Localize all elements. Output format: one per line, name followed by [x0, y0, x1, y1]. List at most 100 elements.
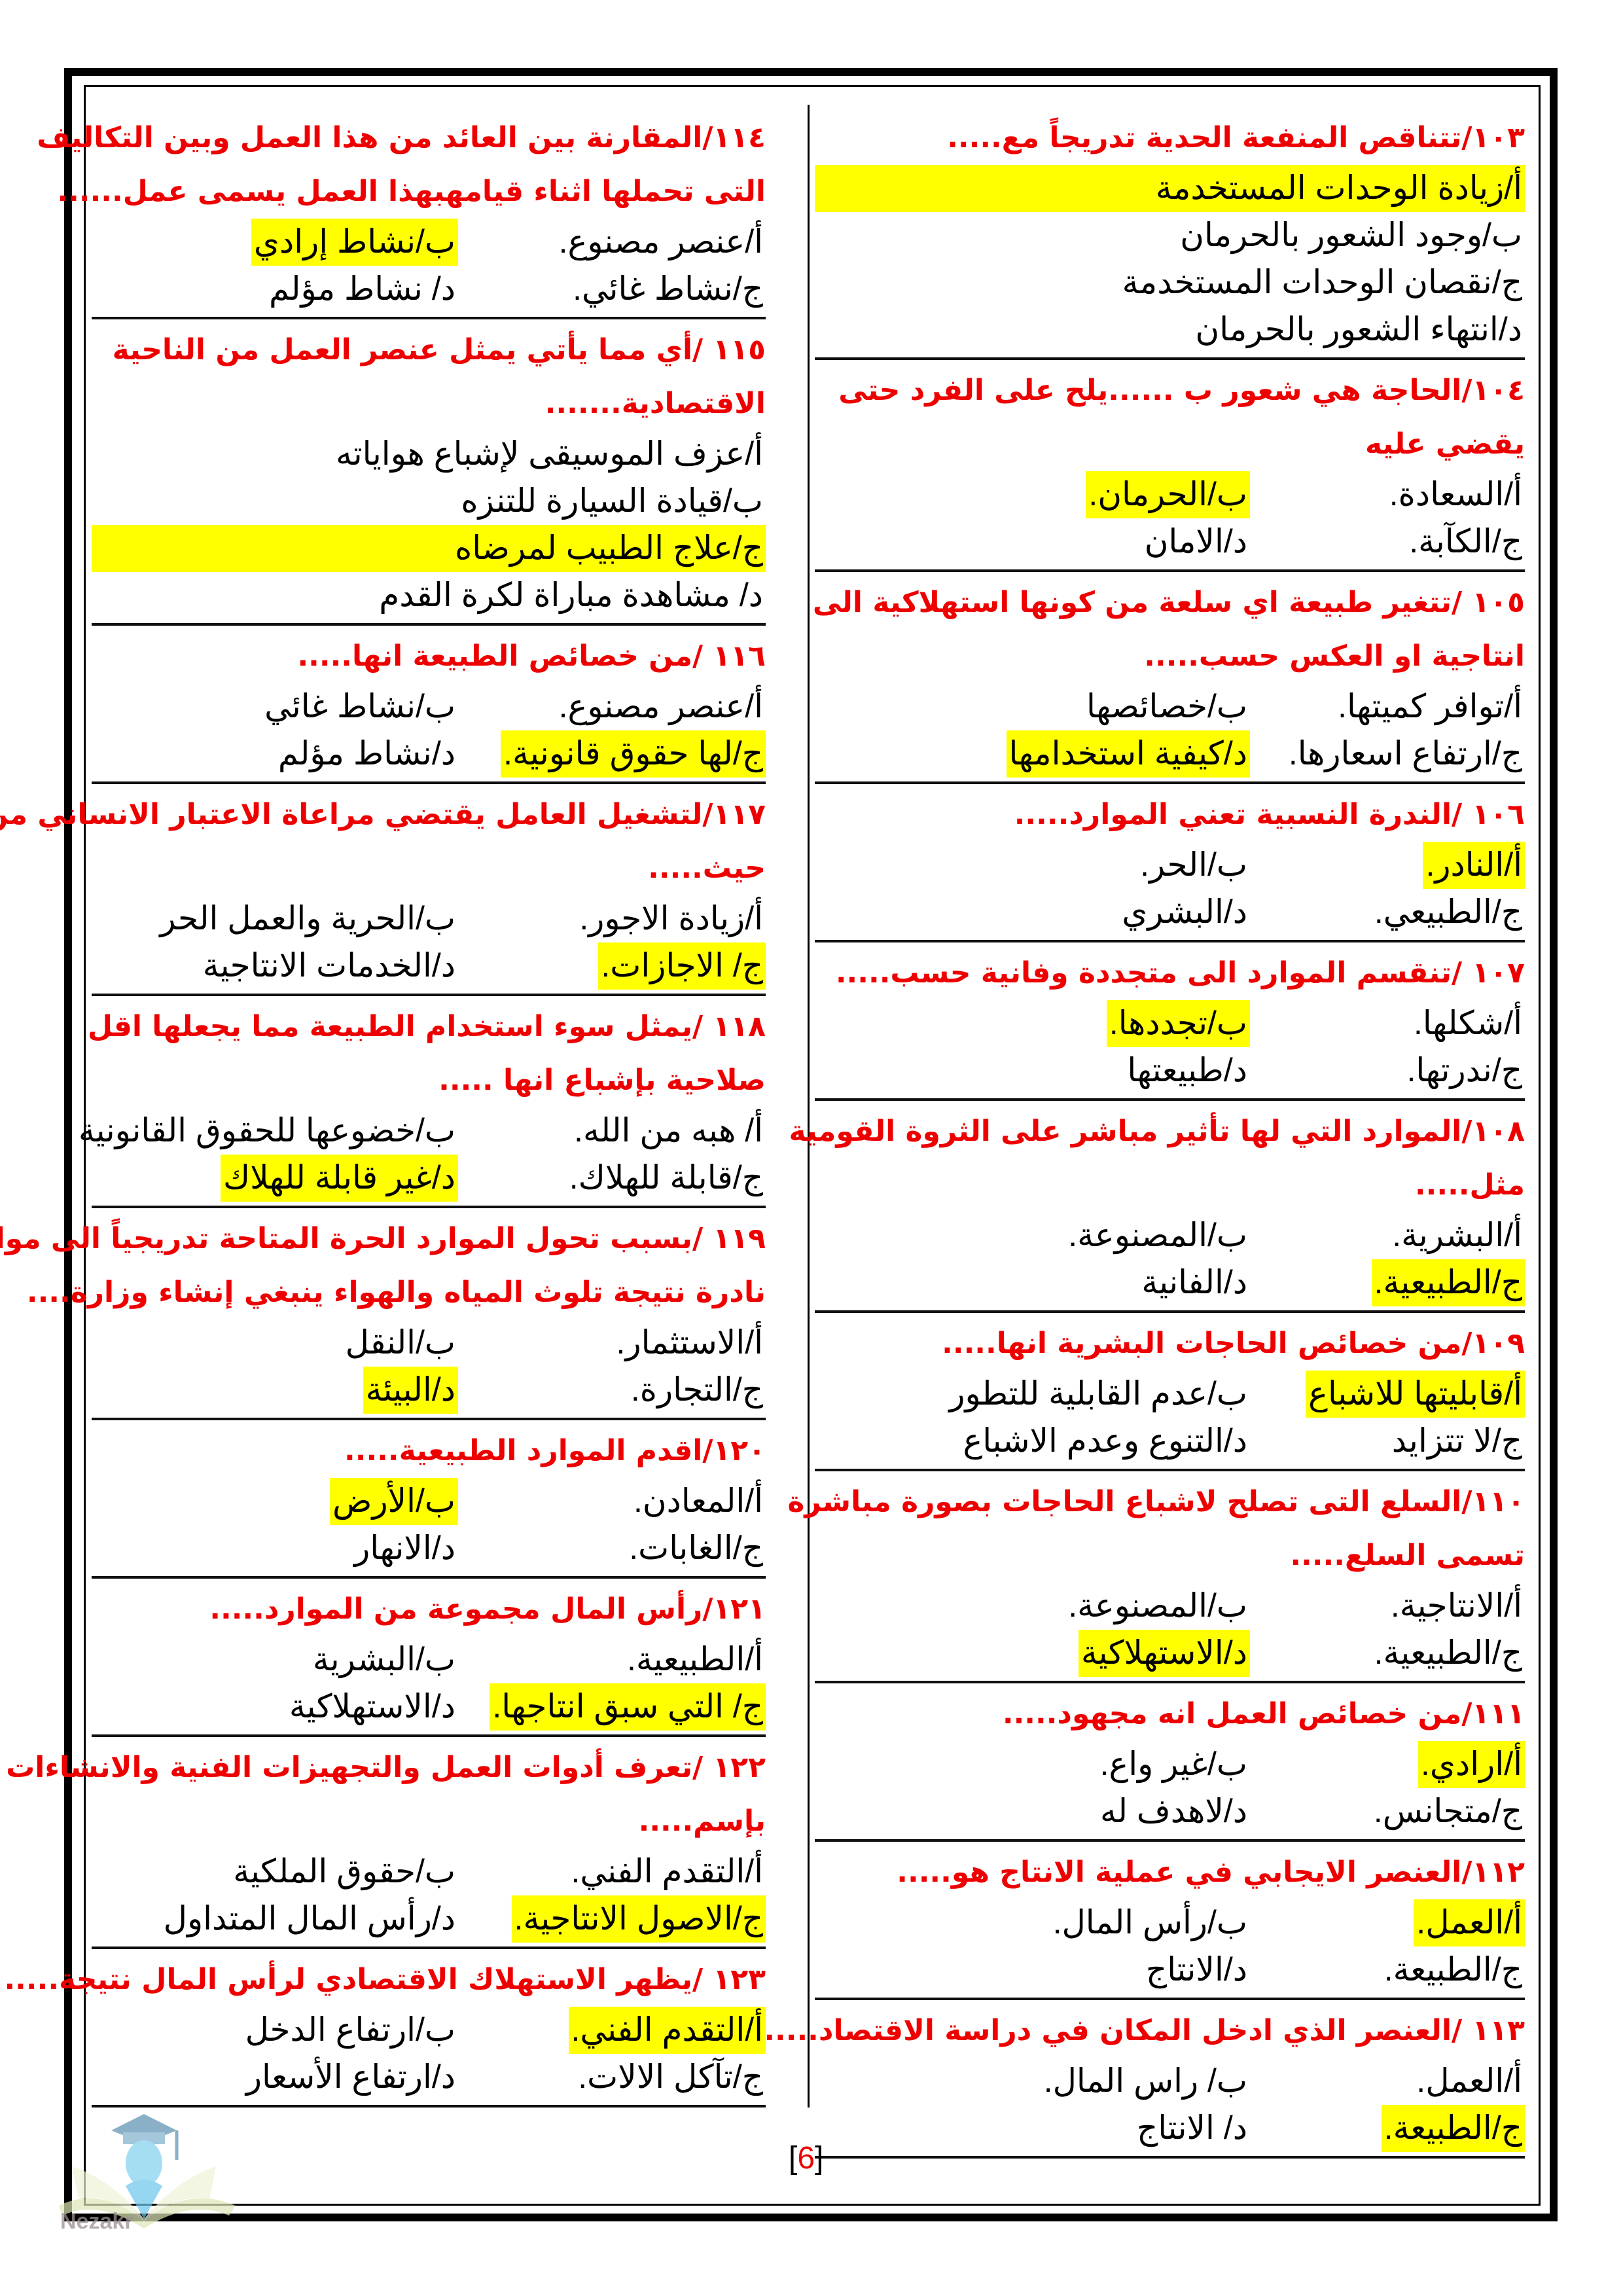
option-cell: أ/النادر. [1250, 842, 1525, 889]
question-text: نادرة نتيجة تلوث المياه والهواء ينبغي إن… [26, 1276, 766, 1309]
question-text: ١٢٢ /تعرف أدوات العمل والتجهيزات الفنية … [6, 1751, 766, 1784]
option-cell: أ/الانتاجية. [1250, 1583, 1525, 1630]
question-text: ١١٣ /العنصر الذي ادخل المكان في دراسة ال… [764, 2014, 1525, 2047]
answer-option: د/طبيعتها [1127, 1052, 1247, 1088]
option-cell: ب/المصنوعة. [815, 1583, 1250, 1630]
correct-answer-option: ج/الطبيعية. [1371, 1259, 1525, 1306]
answer-option: أ/المعادن. [633, 1482, 763, 1519]
answer-options: أ/السعادة. ب/الحرمان. ج/الكآبة. د/الامان [815, 471, 1525, 565]
answer-option: د/لاهدف له [1099, 1793, 1247, 1829]
option-cell: د/الاستهلاكية [815, 1630, 1250, 1677]
page-number: [6] [789, 2141, 824, 2176]
option-cell: ب/الحر. [815, 842, 1250, 889]
question-block: ١١٩ /بسبب تحول الموارد الحرة المتاحة تدر… [0, 1212, 766, 1420]
question-text: ١٠٥ /تتغير طبيعة اي سلعة من كونها استهلا… [812, 586, 1525, 619]
answer-option: ب/الحرية والعمل الحر [160, 900, 455, 937]
page-number-value: 6 [797, 2141, 815, 2176]
question-text: صلاحية بإشباع انها ..... [438, 1064, 766, 1097]
question-text: ١٠٦ /الندرة النسبية تعني الموارد..... [1014, 798, 1525, 831]
answer-options: أ/التقدم الفني. ب/حقوق الملكية ج/الاصول ال… [92, 1848, 766, 1943]
graduate-book-logo [59, 2114, 236, 2229]
correct-answer-option: د/الاستهلاكية [1078, 1630, 1250, 1677]
question-text: التى تحملها اثناء قيامهبهذا العمل يسمى ع… [57, 175, 766, 208]
answer-option: ب/رأس المال. [1052, 1904, 1247, 1941]
option-cell: ب/النقل [92, 1319, 458, 1367]
answer-option: ج/الطبيعي. [1374, 893, 1522, 930]
option-cell: د/غير قابلة للهلاك [76, 1155, 458, 1202]
answer-option: ب/وجود الشعور بالحرمان [1180, 217, 1522, 253]
option-cell: أ/التقدم الفني. [458, 2007, 766, 2054]
option-cell: أ/عنصر مصنوع. [458, 683, 766, 730]
question-text: انتاجية او العكس حسب..... [1144, 639, 1525, 673]
answer-options: أ/عنصر مصنوع. ب/نشاط غائي ج/لها حقوق قانون… [92, 683, 766, 778]
option-cell: د/الامان [815, 518, 1250, 565]
answer-option: د/الاستهلاكية [289, 1688, 455, 1725]
option-cell: ب/خضوعها للحقوق القانونية [76, 1107, 458, 1155]
answer-options: أ/الاستثمار. ب/النقل ج/التجارة. د/البيئة [92, 1319, 766, 1414]
answer-option: ب/المصنوعة. [1068, 1587, 1247, 1624]
option-cell: ج/نقصان الوحدات المستخدمة [815, 259, 1525, 306]
page-outer-border [64, 68, 1558, 2221]
correct-answer-option: أ/ارادي. [1418, 1741, 1525, 1788]
question-block: ١١٣ /العنصر الذي ادخل المكان في دراسة ال… [764, 2004, 1525, 2159]
option-cell: ج/الغابات. [458, 1525, 766, 1572]
correct-answer-option: ج/ التي سبق انتاجها. [490, 1683, 766, 1731]
option-cell: ج/ندرتها. [1250, 1047, 1525, 1094]
question-block: ١٢٠/اقدم الموارد الطبيعية..... أ/المعادن.… [92, 1424, 766, 1579]
option-cell: د/ نشاط مؤلم [92, 266, 458, 313]
answer-option: ب/المصنوعة. [1068, 1217, 1247, 1253]
answer-options: أ/البشرية. ب/المصنوعة. ج/الطبيعية. د/الفاني… [815, 1212, 1525, 1306]
left-column: ١١٤/المقارنة بين العائد من هذا العمل وبي… [0, 111, 766, 2111]
option-cell: أ/البشرية. [1250, 1212, 1525, 1259]
question-text: ١١٤/المقارنة بين العائد من هذا العمل وبي… [37, 121, 766, 154]
question-block: ١١٤/المقارنة بين العائد من هذا العمل وبي… [37, 111, 766, 319]
answer-option: ج/التجارة. [630, 1371, 763, 1408]
option-cell: د/طبيعتها [815, 1047, 1250, 1094]
question-block: ١٠٧ /تنقسم الموارد الى متجددة وفانية حسب… [815, 946, 1525, 1101]
answer-option: د/انتهاء الشعور بالحرمان [1195, 311, 1522, 348]
question-text: ١٢١/رأس المال مجموعة من الموارد..... [209, 1592, 766, 1626]
correct-answer-option: أ/العمل. [1414, 1899, 1525, 1946]
option-cell: ب/ راس المال. [815, 2058, 1250, 2105]
option-cell: د/البشري [815, 889, 1250, 936]
option-cell: أ/المعادن. [458, 1478, 766, 1525]
question-text: ١١١/من خصائص العمل انه مجهود..... [1002, 1697, 1525, 1731]
question-text: ١٠٧ /تنقسم الموارد الى متجددة وفانية حسب… [835, 956, 1525, 990]
correct-answer-option: أ/قابليتها للاشباع [1306, 1371, 1525, 1418]
option-cell: ب/خصائصها [815, 683, 1250, 730]
question-block: ١٠٥ /تتغير طبيعة اي سلعة من كونها استهلا… [812, 576, 1525, 784]
option-cell: أ/قابليتها للاشباع [1250, 1371, 1525, 1418]
answer-option: أ/عنصر مصنوع. [558, 688, 763, 725]
option-cell: ج/الطبيعة. [1250, 1946, 1525, 1994]
option-cell: ج/قابلة للهلاك. [458, 1155, 766, 1202]
answer-option: د/الخدمات الانتاجية [202, 947, 455, 984]
answer-option: ج/ارتفاع اسعارها. [1288, 735, 1522, 772]
correct-answer-option: ج/ الاجازات. [598, 942, 766, 990]
option-cell: ب/رأس المال. [815, 1899, 1250, 1946]
option-cell: أ/توافر كميتها. [1250, 683, 1525, 730]
correct-answer-option: ج/لها حقوق قانونية. [501, 730, 766, 778]
question-block: ١٠٣/تتناقص المنفعة الحدية تدريجاً مع....… [815, 111, 1525, 360]
answer-options: أ/ هبه من الله. ب/خضوعها للحقوق القانونية… [79, 1107, 766, 1202]
correct-answer-option: ب/الأرض [330, 1478, 458, 1525]
answer-options: أ/العمل. ب/ راس المال. ج/الطبيعة. د/ الانتا… [815, 2058, 1525, 2152]
option-cell: د/البيئة [92, 1367, 458, 1414]
question-block: ١٠٩/من خصائص الحاجات البشرية انها..... أ/… [815, 1317, 1525, 1471]
option-cell: د/الاستهلاكية [92, 1683, 458, 1731]
option-cell: ب/نشاط إرادي [92, 219, 458, 266]
logo-watermark-text: Nezakr [60, 2209, 134, 2234]
option-cell: د/انتهاء الشعور بالحرمان [815, 306, 1525, 353]
question-text: تسمى السلع..... [1290, 1539, 1525, 1572]
answer-option: ب/النقل [345, 1324, 455, 1361]
option-cell: د/لاهدف له [815, 1788, 1250, 1835]
question-text: ١٠٩/من خصائص الحاجات البشرية انها..... [942, 1327, 1525, 1360]
correct-answer-option: أ/زيادة الوحدات المستخدمة [815, 165, 1525, 212]
question-text: ١٠٤/الحاجة هي شعور ب ......يلح على الفرد… [838, 374, 1525, 407]
option-cell: ج/ التي سبق انتاجها. [458, 1683, 766, 1731]
option-cell: ج/ارتفاع اسعارها. [1250, 730, 1525, 778]
option-cell: ب/تجددها. [815, 1000, 1250, 1047]
answer-option: ب/حقوق الملكية [233, 1853, 455, 1890]
option-cell: ب/الأرض [92, 1478, 458, 1525]
answer-options: أ/ارادي. ب/غير واع. ج/متجانس. د/لاهدف له [815, 1741, 1525, 1835]
option-cell: أ/العمل. [1250, 2058, 1525, 2105]
